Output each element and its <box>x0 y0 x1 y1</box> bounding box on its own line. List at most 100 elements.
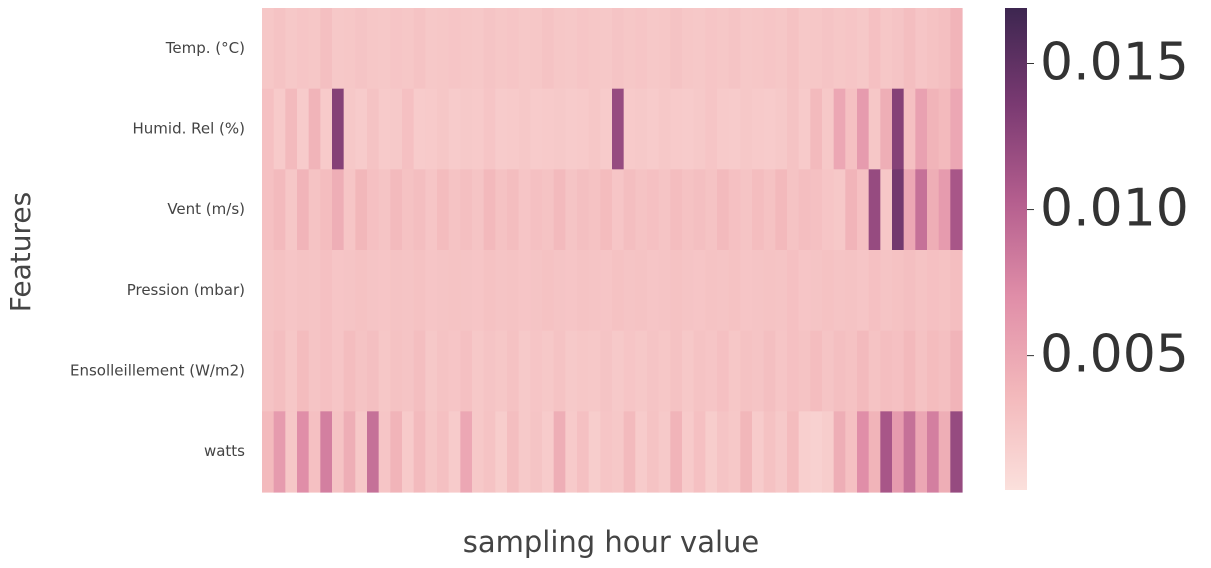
heatmap-cell <box>437 411 450 493</box>
heatmap-cell <box>845 411 858 493</box>
heatmap-cell <box>798 169 811 251</box>
heatmap-cell <box>903 169 916 251</box>
heatmap-cell <box>402 88 415 170</box>
heatmap-cell <box>285 330 298 412</box>
heatmap-cell <box>297 8 310 90</box>
heatmap-cell <box>460 250 473 332</box>
heatmap-cell <box>507 411 520 493</box>
heatmap-cell <box>577 250 590 332</box>
y-axis-title: Features <box>4 192 37 312</box>
heatmap-cell <box>460 88 473 170</box>
heatmap-cell <box>705 330 718 412</box>
heatmap-cell <box>320 250 333 332</box>
heatmap-cell <box>833 250 846 332</box>
heatmap-cell <box>425 330 438 412</box>
heatmap-cell <box>320 88 333 170</box>
heatmap-cell <box>670 8 683 90</box>
colorbar <box>1005 8 1027 490</box>
heatmap-cell <box>810 169 823 251</box>
heatmap-cell <box>320 169 333 251</box>
heatmap-cell <box>950 8 963 90</box>
heatmap-cell <box>810 250 823 332</box>
heatmap-cell <box>763 330 776 412</box>
heatmap-cell <box>472 330 485 412</box>
heatmap-cell <box>273 411 286 493</box>
heatmap-cell <box>623 250 636 332</box>
heatmap-cell <box>763 88 776 170</box>
heatmap-cell <box>938 411 951 493</box>
heatmap-cell <box>763 411 776 493</box>
heatmap-cell <box>927 88 940 170</box>
heatmap-cell <box>518 330 531 412</box>
heatmap-cell <box>308 250 321 332</box>
heatmap-cell <box>623 8 636 90</box>
heatmap-cell <box>343 169 356 251</box>
heatmap-cell <box>612 250 625 332</box>
heatmap-cell <box>518 8 531 90</box>
heatmap-cell <box>553 88 566 170</box>
heatmap-cell <box>437 330 450 412</box>
heatmap-cell <box>775 88 788 170</box>
heatmap-cell <box>728 8 741 90</box>
heatmap-cell <box>717 88 730 170</box>
heatmap-cell <box>810 330 823 412</box>
heatmap-cell <box>530 330 543 412</box>
heatmap-cell <box>787 8 800 90</box>
heatmap-cell <box>437 8 450 90</box>
heatmap-cell <box>938 88 951 170</box>
heatmap-cell <box>787 250 800 332</box>
heatmap-cell <box>507 88 520 170</box>
heatmap-cell <box>647 330 660 412</box>
heatmap-cell <box>950 169 963 251</box>
heatmap-cell <box>927 330 940 412</box>
heatmap-cell <box>332 411 345 493</box>
heatmap-cell <box>343 411 356 493</box>
heatmap-cell <box>297 169 310 251</box>
heatmap-cell <box>600 250 613 332</box>
heatmap-cell <box>448 88 461 170</box>
heatmap-cell <box>262 8 275 90</box>
heatmap-cell <box>600 169 613 251</box>
heatmap-cell <box>297 88 310 170</box>
heatmap-cell <box>413 411 426 493</box>
heatmap-cell <box>903 411 916 493</box>
heatmap-cell <box>938 169 951 251</box>
heatmap-cell <box>868 250 881 332</box>
heatmap-cell <box>285 169 298 251</box>
heatmap-cell <box>332 169 345 251</box>
heatmap-cell <box>273 169 286 251</box>
heatmap-cell <box>390 8 403 90</box>
heatmap-cell <box>285 411 298 493</box>
heatmap-cell <box>880 8 893 90</box>
row-label: Temp. (°C) <box>165 39 245 57</box>
heatmap-cell <box>635 411 648 493</box>
heatmap-cell <box>833 411 846 493</box>
heatmap-cell <box>670 411 683 493</box>
heatmap-cell <box>880 169 893 251</box>
heatmap-cell <box>285 88 298 170</box>
heatmap-cell <box>448 169 461 251</box>
heatmap-cell <box>833 8 846 90</box>
heatmap-cell <box>927 250 940 332</box>
heatmap-cell <box>833 169 846 251</box>
heatmap-cell <box>472 88 485 170</box>
heatmap-cell <box>542 88 555 170</box>
heatmap-cell <box>775 8 788 90</box>
heatmap-cell <box>950 411 963 493</box>
heatmap-cell <box>892 88 905 170</box>
heatmap-cell <box>588 169 601 251</box>
heatmap-cell <box>355 8 368 90</box>
heatmap-cell <box>927 8 940 90</box>
heatmap-cell <box>892 330 905 412</box>
heatmap-cell <box>460 330 473 412</box>
heatmap-cell <box>647 169 660 251</box>
heatmap-cell <box>507 169 520 251</box>
heatmap-cell <box>378 88 391 170</box>
heatmap-cell <box>868 330 881 412</box>
heatmap-cell <box>752 169 765 251</box>
heatmap-cell <box>588 88 601 170</box>
heatmap-cell <box>845 330 858 412</box>
heatmap-cell <box>553 8 566 90</box>
heatmap-cell <box>472 169 485 251</box>
heatmap-cell <box>518 169 531 251</box>
